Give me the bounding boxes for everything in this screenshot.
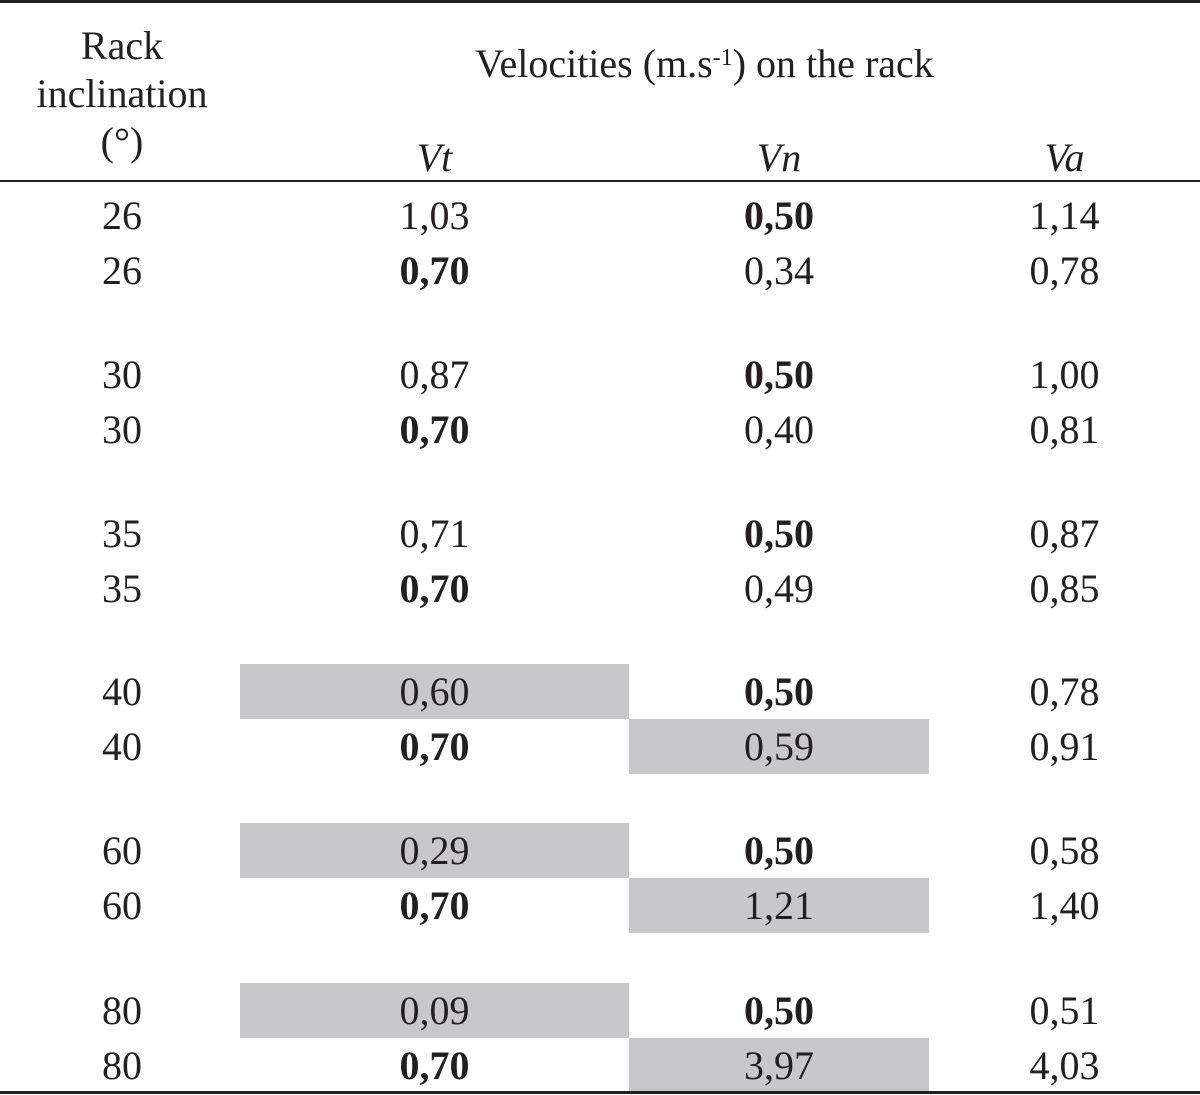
rack-header-line-3: (°) (100, 119, 144, 164)
table-row: 80 0,09 0,50 0,51 (0, 983, 1200, 1038)
va-cell: 4,03 (1029, 1043, 1100, 1088)
vn-cell: 0,50 (744, 828, 814, 873)
vt-cell-highlighted: 0,29 (240, 823, 629, 878)
table-row: 26 1,03 0,50 1,14 (0, 188, 1200, 243)
va-cell: 0,87 (1029, 511, 1100, 556)
inclination-cell: 60 (102, 883, 142, 928)
va-cell: 0,81 (1029, 407, 1100, 452)
va-cell: 1,14 (1029, 193, 1100, 238)
inclination-cell: 35 (102, 566, 142, 611)
va-cell: 0,78 (1029, 248, 1100, 293)
velocities-unit-exponent: -1 (712, 45, 733, 71)
table-row: 40 0,70 0,59 0,91 (0, 719, 1200, 774)
column-header-va: Va (1044, 135, 1085, 180)
va-cell: 1,40 (1029, 883, 1100, 928)
inclination-cell: 26 (102, 248, 142, 293)
vt-cell: 0,70 (399, 248, 470, 293)
rack-header-line-1: Rack (80, 23, 164, 68)
inclination-cell: 80 (102, 1043, 142, 1088)
table-row: 30 0,87 0,50 1,00 (0, 347, 1200, 402)
rack-header-line-2: inclination (36, 71, 208, 116)
vt-cell: 0,70 (399, 883, 470, 928)
va-cell: 0,58 (1029, 828, 1100, 873)
table-row: 80 0,70 3,97 4,03 (0, 1038, 1200, 1093)
vn-cell: 0,40 (744, 407, 814, 452)
vn-cell-highlighted: 1,21 (629, 878, 929, 933)
va-cell: 0,91 (1029, 724, 1100, 769)
vt-cell: 0,70 (399, 1043, 470, 1088)
va-cell: 1,00 (1029, 352, 1100, 397)
inclination-cell: 40 (102, 724, 142, 769)
vn-cell: 0,50 (744, 193, 814, 238)
table-row: 26 0,70 0,34 0,78 (0, 243, 1200, 298)
table-row: 35 0,71 0,50 0,87 (0, 506, 1200, 561)
column-header-vn: Vn (756, 135, 802, 180)
inclination-cell: 26 (102, 193, 142, 238)
table-row: 60 0,29 0,50 0,58 (0, 823, 1200, 878)
table-row: 60 0,70 1,21 1,40 (0, 878, 1200, 933)
vn-cell-highlighted: 3,97 (629, 1038, 929, 1093)
table-top-rule (0, 0, 1200, 3)
vt-cell: 0,70 (399, 724, 470, 769)
vn-cell: 0,50 (744, 988, 814, 1033)
inclination-cell: 35 (102, 511, 142, 556)
vt-cell: 0,70 (399, 566, 470, 611)
vt-cell-highlighted: 0,60 (240, 664, 629, 719)
vn-cell: 0,49 (744, 566, 814, 611)
vn-cell: 0,34 (744, 248, 814, 293)
inclination-cell: 40 (102, 669, 142, 714)
vn-cell: 0,50 (744, 669, 814, 714)
vn-cell: 0,50 (744, 511, 814, 556)
vn-cell: 0,50 (744, 352, 814, 397)
column-header-vt: Vt (416, 135, 453, 180)
inclination-cell: 30 (102, 352, 142, 397)
inclination-cell: 30 (102, 407, 142, 452)
vt-cell: 0,70 (399, 407, 470, 452)
inclination-cell: 60 (102, 828, 142, 873)
vt-cell: 1,03 (399, 193, 470, 238)
rack-inclination-header: Rack inclination (°) (0, 22, 244, 166)
va-cell: 0,85 (1029, 566, 1100, 611)
vt-cell: 0,71 (399, 511, 470, 556)
table-row: 35 0,70 0,49 0,85 (0, 561, 1200, 616)
velocities-header-suffix: ) on the rack (732, 41, 934, 86)
velocities-header: Velocities (m.s-1) on the rack (475, 40, 934, 88)
table-bottom-rule (0, 1091, 1200, 1094)
va-cell: 0,51 (1029, 988, 1100, 1033)
vt-cell-highlighted: 0,09 (240, 983, 629, 1038)
table-row: 40 0,60 0,50 0,78 (0, 664, 1200, 719)
vt-cell: 0,87 (399, 352, 470, 397)
table-row: 30 0,70 0,40 0,81 (0, 402, 1200, 457)
velocities-header-text: Velocities (m.s (475, 41, 713, 86)
header-separator-rule (0, 180, 1200, 182)
vn-cell-highlighted: 0,59 (629, 719, 929, 774)
inclination-cell: 80 (102, 988, 142, 1033)
va-cell: 0,78 (1029, 669, 1100, 714)
